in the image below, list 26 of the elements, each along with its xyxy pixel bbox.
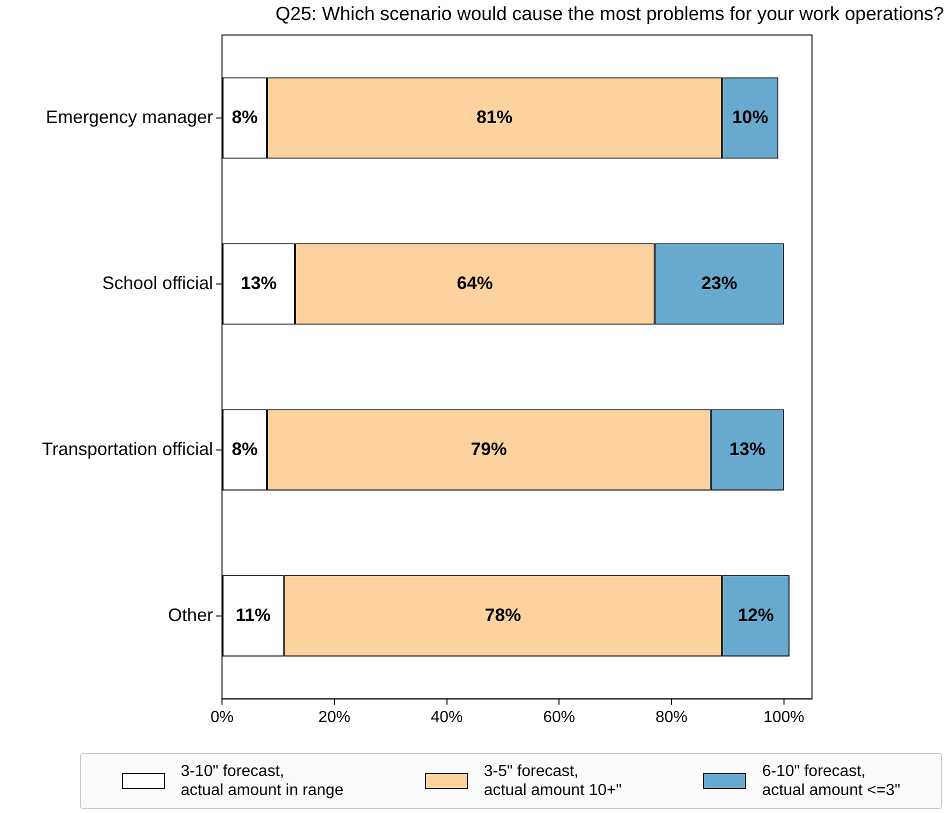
y-tick-label: School official — [102, 272, 213, 293]
data-label: 13% — [729, 438, 766, 459]
data-label: 8% — [232, 438, 258, 459]
data-label: 64% — [456, 272, 493, 293]
x-tick-label: 0% — [210, 708, 234, 726]
legend-label: 6-10" forecast, actual amount <=3" — [762, 762, 900, 800]
data-label: 12% — [738, 604, 774, 625]
data-label: 10% — [732, 106, 768, 127]
data-label: 81% — [476, 106, 513, 127]
y-tick-label: Transportation official — [42, 438, 213, 459]
data-label: 78% — [484, 604, 521, 625]
data-label: 23% — [701, 272, 738, 293]
data-label: 11% — [236, 604, 271, 625]
x-tick-label: 40% — [430, 708, 463, 726]
data-label: 13% — [240, 272, 277, 293]
data-label: 79% — [470, 438, 507, 459]
data-label: 8% — [232, 106, 258, 127]
x-tick-label: 80% — [656, 708, 688, 726]
x-tick-label: 100% — [763, 708, 804, 726]
x-tick-label: 20% — [318, 708, 350, 726]
x-tick-label: 60% — [543, 708, 576, 726]
y-tick-label: Other — [168, 604, 213, 625]
legend-label: 3-5" forecast, actual amount 10+" — [484, 762, 622, 800]
legend-label: 3-10" forecast, actual amount in range — [180, 762, 344, 800]
chart-title: Q25: Which scenario would cause the most problems for your work operations? — [274, 4, 944, 26]
y-tick-label: Emergency manager — [46, 106, 213, 127]
